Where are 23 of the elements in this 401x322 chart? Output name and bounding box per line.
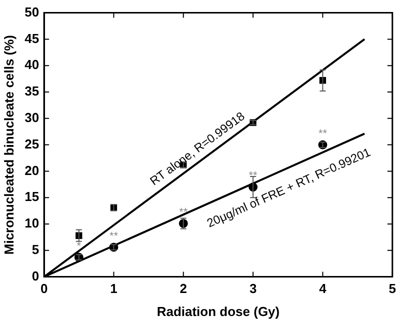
x-tick-label: 5 — [388, 281, 396, 296]
y-tick-label: 25 — [24, 136, 40, 152]
x-tick-label: 4 — [319, 281, 328, 296]
annotation: ** — [179, 206, 188, 219]
x-axis-title: Radiation dose (Gy) — [156, 304, 280, 319]
y-tick-label: 45 — [24, 30, 40, 46]
y-tick-label: 15 — [24, 189, 40, 204]
annotation: * — [76, 240, 82, 252]
y-tick-label: 20 — [24, 162, 40, 178]
y-tick-label: 5 — [32, 242, 40, 257]
y-tick-label: 40 — [24, 57, 40, 72]
annotation: ** — [318, 128, 328, 140]
y-axis-title: Micronucleated binucleate cells (%) — [1, 34, 16, 255]
x-tick-label: 2 — [180, 281, 188, 296]
y-tick-label: 50 — [24, 4, 40, 20]
y-tick-label: 0 — [32, 268, 40, 284]
x-tick-label: 3 — [249, 281, 257, 296]
annotation: ** — [248, 170, 258, 182]
y-tick-label: 10 — [24, 216, 40, 231]
y-tick-label: 30 — [24, 110, 40, 125]
y-tick-label: 35 — [24, 84, 40, 99]
x-tick-label: 1 — [110, 281, 118, 296]
annotation: ** — [109, 230, 119, 242]
